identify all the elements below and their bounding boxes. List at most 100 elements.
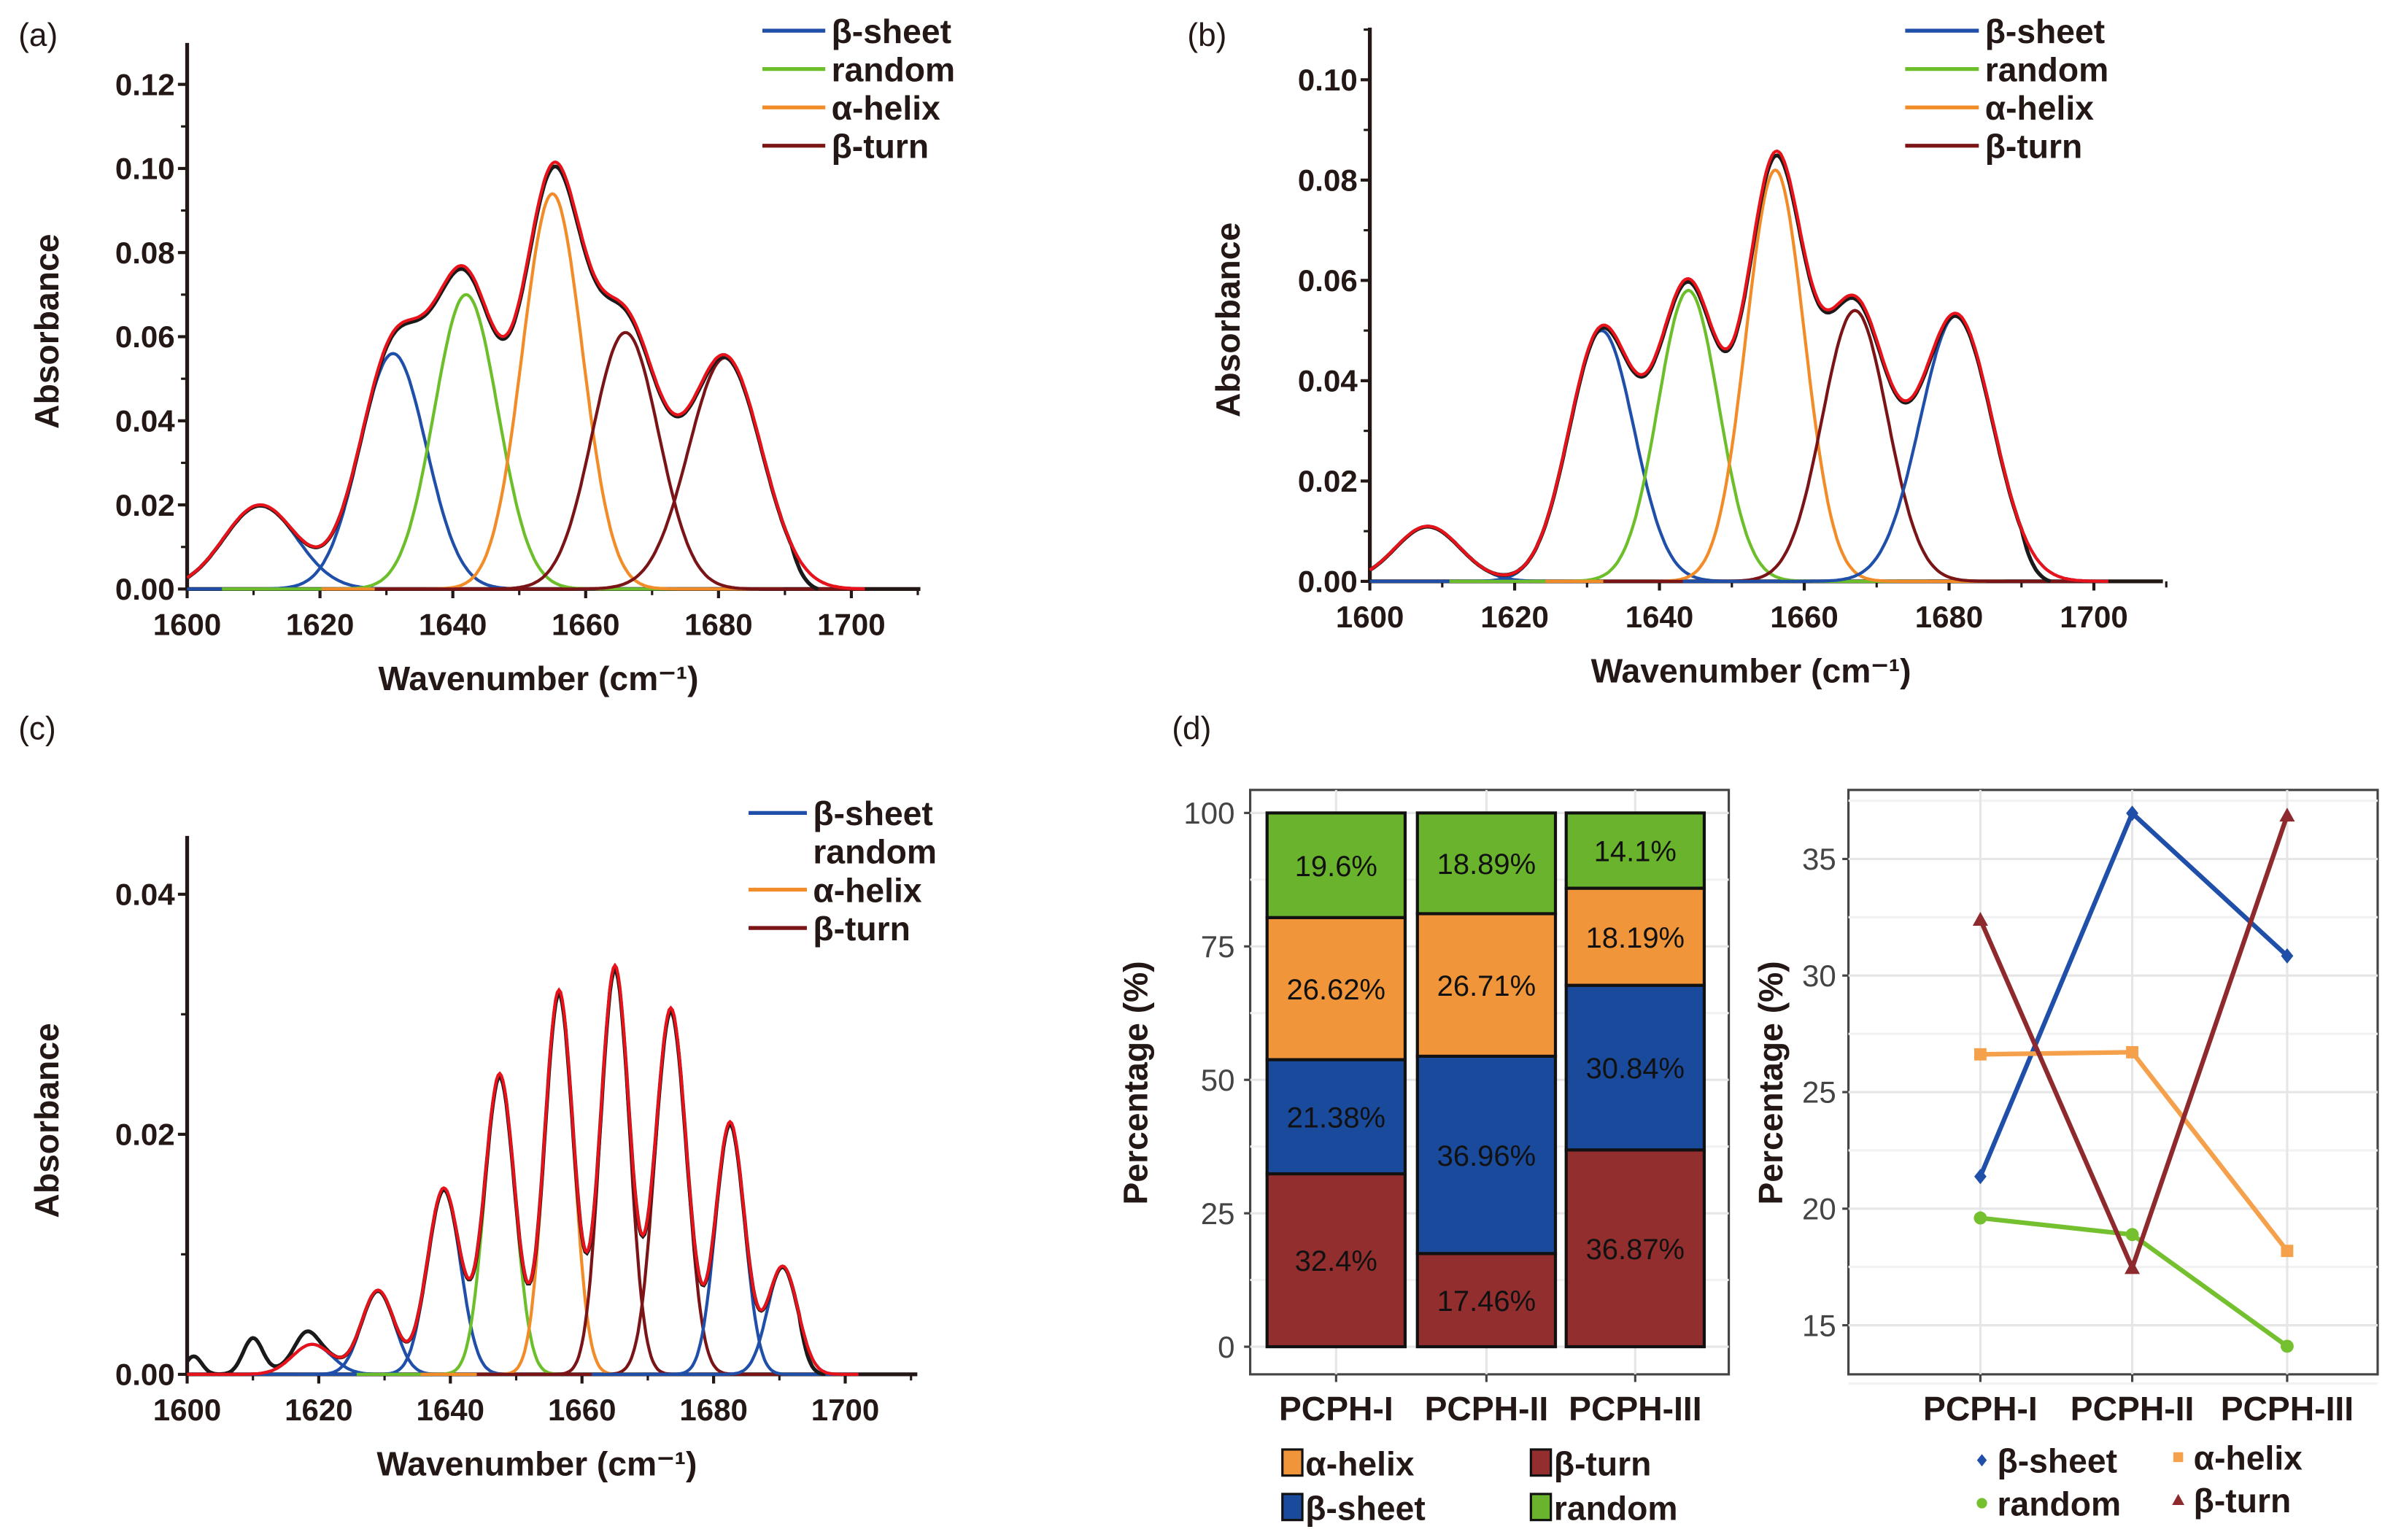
y-tick-label: 20: [1802, 1192, 1836, 1226]
legend-label: random: [1554, 1490, 1678, 1528]
bar-segment-turn: [1415, 1252, 1558, 1349]
y-axis-title: Absorbance: [1209, 223, 1247, 417]
data-point-random: [1973, 1211, 1987, 1225]
y-tick-label: 50: [1201, 1063, 1235, 1097]
data-point-random: [2125, 1228, 2139, 1242]
bar-value-label: 32.4%: [1295, 1245, 1377, 1277]
x-tick-label: 1600: [153, 1393, 222, 1427]
y-tick-label: 0.10: [115, 152, 175, 186]
data-point-beta-sheet: [2126, 805, 2138, 821]
data-point-beta-turn: [2279, 808, 2295, 822]
bar-segment-sheet: [1415, 1054, 1558, 1255]
y-tick-label: 0.08: [115, 236, 175, 270]
y-tick-label: 0.10: [1298, 63, 1358, 97]
data-point-beta-turn: [1972, 912, 1988, 926]
x-axis-title: Wavenumber (cm⁻¹): [376, 1445, 697, 1483]
percentage-line-chart: 15 20 25 30 35 PCPH-I PCPH-II PCPH-III Percentag…: [1752, 789, 2379, 1522]
legend-label: β-turn: [1985, 128, 2083, 166]
x-tick-label: 1680: [684, 607, 753, 641]
x-tick-label: 1640: [417, 1393, 485, 1427]
bar-value-label: 30.84%: [1586, 1053, 1685, 1085]
category-label: PCPH-I: [1923, 1390, 2038, 1428]
spectrum-panel-c: 1600 1620 1640 1660 1680 1700 0.00 0.02 0.04 Wave…: [28, 794, 937, 1482]
x-tick-label: 1680: [679, 1393, 748, 1427]
plot-frame: [1847, 789, 2379, 1376]
fitted-sum-curve: [1369, 149, 2108, 583]
legend-label: β-sheet: [832, 12, 951, 50]
data-point-alpha-helix: [1974, 1048, 1987, 1061]
beta-sheet-component-curve: [294, 1186, 594, 1377]
x-tick-label: 1680: [1915, 600, 1984, 634]
y-axis-title: Absorbance: [28, 234, 66, 429]
spectrum-panel-b: 1600 1620 1640 1660 1680 1700 0.00 0.02 0.04 0.06…: [1209, 12, 2168, 690]
category-label: PCPH-II: [2071, 1390, 2195, 1428]
legend-label: β-turn: [2194, 1482, 2292, 1520]
y-axis-title: Percentage (%): [1752, 961, 1790, 1204]
panel-label-d: (d): [1172, 711, 1211, 746]
y-tick-label: 0.02: [1298, 464, 1358, 498]
y-tick-label: 0.08: [1298, 163, 1358, 198]
x-axis-title: Wavenumber (cm⁻¹): [1591, 652, 1911, 690]
bar-segment-turn: [1564, 1148, 1706, 1349]
fitted-sum-curve: [187, 962, 859, 1377]
legend-label: β-sheet: [1985, 12, 2105, 50]
y-tick-label: 30: [1802, 959, 1836, 993]
beta-turn-component-curve: [1603, 309, 2107, 583]
beta-sheet-component-curve: [1682, 314, 2108, 583]
legend-label: α-helix: [813, 871, 922, 909]
alpha-helix-component-curve: [1545, 168, 2006, 583]
spectrum-panel-a: 1600 1620 1640 1660 1680 1700 0.00 0.02 0.04 0.06…: [28, 12, 955, 697]
y-tick-label: 0.06: [1298, 263, 1358, 298]
legend-swatch: [1529, 1493, 1553, 1522]
legend-label: β-sheet: [813, 794, 932, 832]
x-tick-label: 1660: [1770, 600, 1839, 634]
measured-spectrum-curve: [1369, 153, 2052, 584]
legend-label: α-helix: [1305, 1445, 1415, 1483]
data-point-beta-sheet: [1974, 1169, 1987, 1185]
legend-label: random: [1985, 50, 2109, 88]
legend-label: random: [1998, 1485, 2122, 1522]
bar-segment-turn: [1265, 1172, 1407, 1349]
bar-value-label: 36.96%: [1437, 1140, 1536, 1172]
y-tick-label: 100: [1183, 796, 1234, 830]
data-point-random: [2280, 1339, 2294, 1353]
legend-label: β-sheet: [1305, 1490, 1425, 1528]
legend-marker-beta-turn: [2172, 1493, 2185, 1506]
legend-swatch: [1281, 1448, 1304, 1477]
legend-marker-random: [1976, 1498, 1987, 1509]
measured-spectrum-curve: [186, 164, 819, 591]
bar-value-label: 18.89%: [1437, 848, 1536, 881]
data-point-beta-turn: [2125, 1260, 2141, 1274]
alpha-helix-component-curve: [420, 987, 697, 1377]
y-tick-label: 0.06: [115, 320, 175, 354]
x-axis-title: Wavenumber (cm⁻¹): [378, 659, 698, 697]
bar-segment-random: [1265, 811, 1407, 919]
bar-value-label: 14.1%: [1594, 836, 1677, 868]
x-tick-label: 1640: [419, 607, 487, 641]
bar-segment-helix: [1265, 916, 1407, 1061]
fitted-sum-curve: [186, 160, 865, 591]
data-point-alpha-helix: [2281, 1245, 2294, 1258]
bar-value-label: 21.38%: [1287, 1102, 1385, 1134]
legend-marker-alpha-helix: [2173, 1452, 2184, 1463]
y-tick-label: 0.04: [115, 878, 175, 912]
legend-label: random: [813, 833, 937, 871]
y-tick-label: 0.04: [115, 404, 175, 438]
y-tick-label: 0.04: [1298, 364, 1358, 398]
y-axis-title: Absorbance: [28, 1023, 66, 1218]
bar-value-label: 36.87%: [1586, 1234, 1685, 1266]
beta-sheet-component-curve: [639, 1264, 859, 1377]
bar-segment-random: [1415, 811, 1558, 916]
measured-spectrum-curve: [185, 965, 826, 1377]
x-tick-label: 1700: [2060, 600, 2128, 634]
x-tick-label: 1700: [817, 607, 886, 641]
bar-value-label: 26.62%: [1287, 974, 1385, 1006]
bar-value-label: 19.6%: [1295, 851, 1377, 883]
category-label: PCPH-I: [1279, 1390, 1393, 1428]
legend-label: β-sheet: [1998, 1442, 2117, 1479]
category-label: PCPH-II: [1425, 1390, 1549, 1428]
legend-label: β-turn: [1554, 1445, 1652, 1483]
x-tick-label: 1640: [1625, 600, 1694, 634]
bar-value-label: 17.46%: [1437, 1285, 1536, 1317]
